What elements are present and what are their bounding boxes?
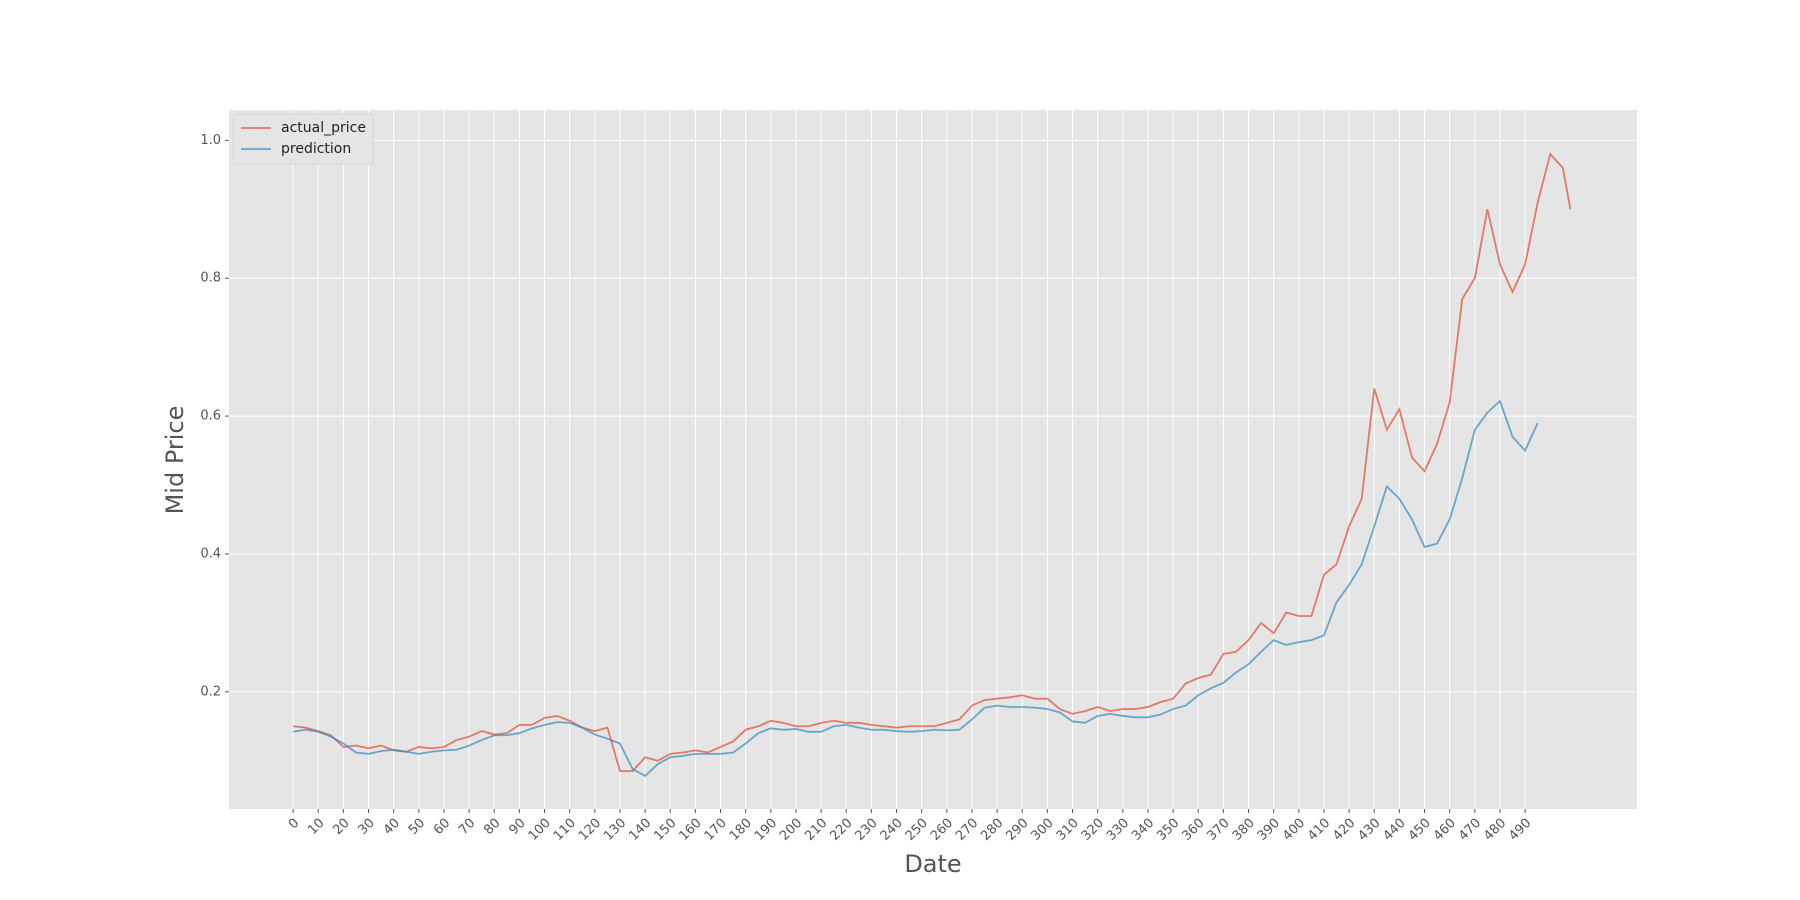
x-tick-label: 320 [1079,816,1107,844]
x-tick-label: 460 [1431,816,1459,844]
series-line [292,399,1539,778]
x-tick-label: 470 [1456,816,1484,844]
x-tick-label: 230 [853,816,881,844]
x-tick-label: 240 [878,816,906,844]
y-tick-label: 0.6 [200,409,221,424]
x-tick-label: 0 [286,816,302,832]
y-tick-label: 0.2 [200,684,221,699]
x-tick-label: 300 [1029,816,1057,844]
x-tick-label: 310 [1054,816,1082,844]
x-tick-label: 210 [802,816,830,844]
x-tick-label: 450 [1406,816,1434,844]
x-tick-label: 20 [330,816,352,838]
x-tick-label: 110 [551,816,579,844]
x-tick-label: 410 [1305,816,1333,844]
y-tick-label: 1.0 [200,133,221,148]
x-tick-label: 330 [1104,816,1132,844]
x-tick-label: 220 [827,816,855,844]
x-tick-label: 390 [1255,816,1283,844]
legend-box [232,113,374,165]
x-tick-label: 430 [1355,816,1383,844]
x-tick-label: 50 [406,816,428,838]
series-line [293,152,1572,772]
x-tick-label: 10 [305,816,327,838]
x-tick-label: 380 [1230,816,1258,844]
x-tick-label: 190 [752,816,780,844]
x-tick-label: 260 [928,816,956,844]
y-tick-label: 0.4 [200,546,221,561]
x-tick-label: 400 [1280,816,1308,844]
y-axis-label: Mid Price [161,406,189,515]
x-axis-label: Date [904,850,961,878]
x-tick-label: 370 [1205,816,1233,844]
x-tick-label: 180 [727,816,755,844]
x-tick-label: 130 [601,816,629,844]
x-tick-label: 70 [456,816,478,838]
plot-area [229,110,1637,809]
x-tick-label: 200 [777,816,805,844]
x-tick-label: 40 [381,816,403,838]
legend-label: actual_price [281,120,366,136]
x-tick-label: 100 [526,816,554,844]
x-tick-label: 140 [626,816,654,844]
x-tick-label: 270 [953,816,981,844]
x-tick-label: 90 [506,816,528,838]
x-tick-label: 150 [651,816,679,844]
legend: actual_price prediction [232,113,374,165]
x-tick-label: 340 [1129,816,1157,844]
x-tick-label: 480 [1481,816,1509,844]
x-tick-label: 440 [1381,816,1409,844]
x-tick-label: 120 [576,816,604,844]
x-tick-label: 360 [1179,816,1207,844]
x-tick-label: 250 [903,816,931,844]
x-tick-label: 290 [1003,816,1031,844]
x-tick-label: 420 [1330,816,1358,844]
x-tick-label: 350 [1154,816,1182,844]
x-tick-label: 170 [702,816,730,844]
x-tick-label: 280 [978,816,1006,844]
x-tick-label: 160 [677,816,705,844]
x-tick-label: 80 [481,816,503,838]
y-tick-label: 0.8 [200,271,221,286]
x-tick-label: 30 [356,816,378,838]
legend-label: prediction [281,141,351,157]
x-tick-label: 60 [431,816,453,838]
x-tick-label: 490 [1506,816,1534,844]
